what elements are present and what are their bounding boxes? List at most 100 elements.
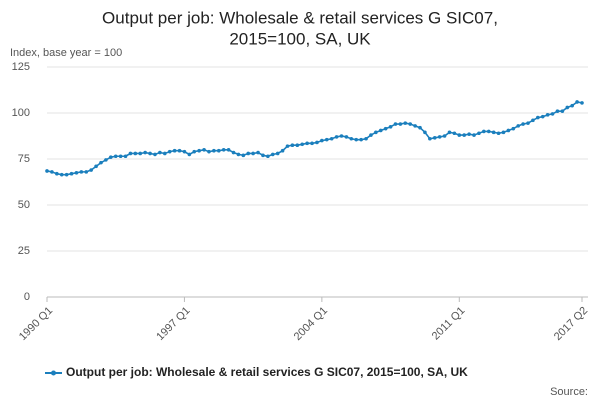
point [354, 137, 359, 142]
y-tick-label: 50 [18, 199, 30, 211]
point [270, 152, 275, 157]
point [516, 124, 520, 128]
point [182, 149, 187, 154]
point [89, 168, 93, 172]
source: Source: [550, 386, 588, 398]
x-tick-label: 1990 Q1 [17, 305, 55, 343]
point [94, 164, 98, 169]
point [324, 137, 329, 142]
point [256, 150, 260, 155]
point [364, 136, 368, 141]
point [437, 135, 442, 139]
point [374, 130, 378, 135]
point [167, 149, 172, 154]
chart-title: Output per job: Wholesale & retail servi… [102, 8, 498, 27]
point [113, 154, 118, 159]
y-tick-label: 25 [18, 245, 30, 257]
point [133, 151, 138, 156]
y-tick-label: 125 [12, 61, 30, 73]
point [280, 148, 285, 153]
point [187, 152, 192, 157]
point [128, 151, 133, 156]
point [118, 154, 123, 159]
y-tick-label: 75 [18, 153, 30, 165]
point [295, 143, 300, 147]
point [162, 151, 167, 156]
point [300, 142, 305, 147]
point [84, 170, 89, 174]
point [531, 118, 535, 123]
point [555, 109, 560, 113]
point [59, 172, 64, 177]
point [496, 131, 501, 136]
point [570, 103, 574, 108]
point [275, 151, 280, 156]
point [74, 171, 79, 175]
point [506, 128, 511, 133]
point [540, 114, 545, 119]
point [123, 154, 128, 159]
point [482, 129, 486, 134]
point [212, 148, 216, 153]
point [50, 170, 54, 174]
y-tick-label: 100 [12, 107, 30, 119]
point [393, 122, 398, 126]
point [511, 126, 516, 131]
point [45, 169, 49, 173]
point [378, 128, 383, 133]
point [359, 137, 363, 142]
point [486, 129, 491, 134]
point [447, 130, 452, 135]
point [580, 101, 584, 105]
point [221, 148, 226, 152]
point [236, 152, 241, 157]
point [575, 100, 579, 104]
point [192, 149, 197, 154]
x-tick-label: 2004 Q1 [292, 305, 330, 343]
point [403, 121, 408, 125]
point [109, 155, 113, 159]
point [550, 112, 555, 116]
point [472, 133, 476, 137]
point [320, 138, 324, 143]
point [99, 160, 103, 165]
point [521, 122, 525, 126]
point [177, 148, 182, 153]
point [226, 148, 231, 152]
point [432, 136, 437, 140]
point [388, 125, 393, 129]
point [251, 151, 255, 156]
point [153, 152, 157, 157]
x-tick-label: 1997 Q1 [154, 305, 192, 343]
point [79, 170, 84, 174]
point [329, 136, 334, 141]
point [383, 126, 388, 131]
point [231, 150, 236, 155]
point [266, 154, 270, 159]
y-axis-label: Index, base year = 100 [10, 47, 122, 59]
point [138, 151, 143, 156]
point [285, 144, 290, 148]
point [418, 125, 422, 130]
point [501, 130, 506, 135]
point [349, 136, 354, 141]
point [290, 143, 295, 147]
point [104, 158, 108, 162]
point [216, 148, 221, 153]
point [202, 148, 206, 152]
legend-marker [51, 370, 56, 376]
x-tick-label: 2011 Q1 [430, 305, 468, 343]
point [344, 135, 349, 139]
legend-label: Output per job: Wholesale & retail servi… [66, 365, 468, 379]
point [491, 130, 496, 135]
point [536, 115, 540, 120]
point [442, 134, 447, 138]
point [565, 105, 570, 110]
point [452, 131, 457, 136]
point [526, 121, 530, 125]
point [339, 134, 344, 138]
point [560, 109, 565, 113]
point [462, 133, 467, 137]
point [64, 172, 69, 177]
